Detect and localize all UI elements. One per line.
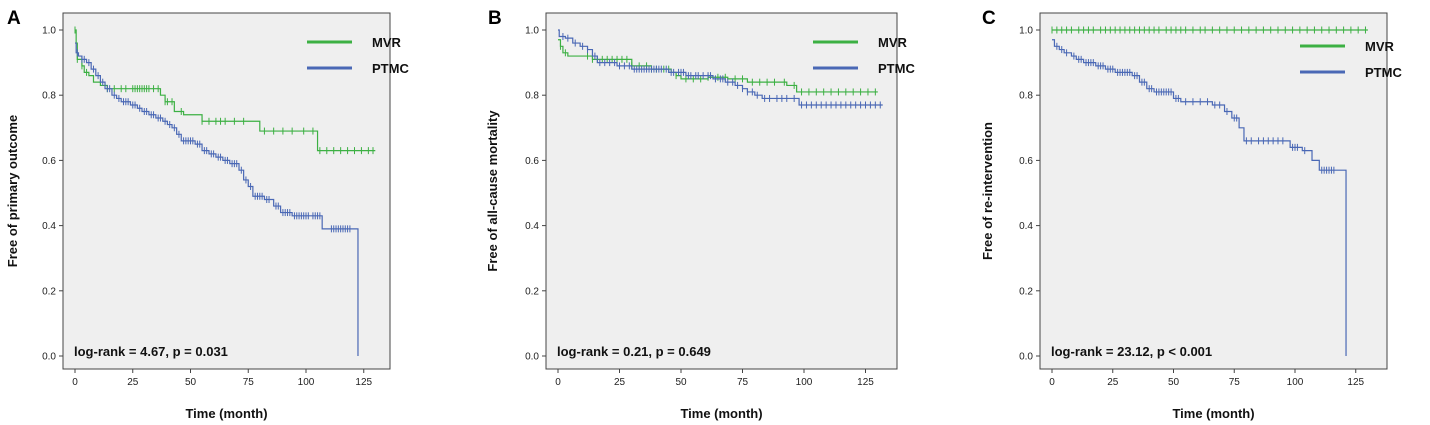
- logrank-annotation: log-rank = 4.67, p = 0.031: [74, 344, 228, 359]
- x-axis-title: Time (month): [680, 406, 762, 421]
- series-ptmc: [75, 42, 359, 356]
- y-axis-title: Free of re-intervention: [980, 122, 995, 260]
- x-tick-label: 0: [72, 377, 78, 388]
- panel-letter: A: [7, 8, 21, 29]
- legend-label-mvr: MVR: [878, 35, 908, 50]
- panel-letter: C: [982, 8, 996, 29]
- y-tick-label: 0.6: [42, 156, 56, 167]
- x-tick-label: 125: [355, 377, 372, 388]
- x-tick-label: 100: [1287, 377, 1304, 388]
- x-tick-label: 75: [243, 377, 255, 388]
- x-tick-label: 25: [614, 377, 626, 388]
- x-tick-label: 25: [1107, 377, 1119, 388]
- series-ptmc: [558, 29, 883, 109]
- y-tick-label: 0.8: [1019, 91, 1033, 102]
- panel-letter: B: [488, 8, 502, 29]
- y-axis-title: Free of all-cause mortality: [485, 110, 500, 272]
- y-tick-label: 0.4: [525, 221, 539, 232]
- legend-label-ptmc: PTMC: [372, 61, 409, 76]
- y-tick-label: 0.6: [1019, 156, 1033, 167]
- y-tick-label: 0.4: [42, 221, 56, 232]
- y-tick-label: 1.0: [525, 26, 539, 37]
- legend-label-ptmc: PTMC: [1365, 65, 1402, 80]
- y-tick-label: 0.6: [525, 156, 539, 167]
- y-tick-label: 0.0: [42, 352, 56, 363]
- panel-a: A 0.0 0.2 0.4 0.6 0.8 1.0 0 25 50 75 100 125 Time (mo…: [5, 8, 409, 421]
- x-tick-label: 25: [127, 377, 139, 388]
- y-tick-label: 0.8: [42, 91, 56, 102]
- y-tick-label: 0.2: [1019, 286, 1033, 297]
- x-tick-label: 100: [796, 377, 813, 388]
- x-tick-label: 50: [185, 377, 197, 388]
- x-tick-label: 125: [1347, 377, 1364, 388]
- panel-c: C 0.0 0.2 0.4 0.6 0.8 1.0 0 25 50 75 100 125 Time (mo…: [980, 8, 1402, 421]
- x-tick-label: 75: [1229, 377, 1241, 388]
- x-tick-label: 75: [737, 377, 749, 388]
- x-axis-title: Time (month): [1172, 406, 1254, 421]
- x-tick-label: 100: [298, 377, 315, 388]
- y-tick-label: 1.0: [42, 26, 56, 37]
- panel-b: B 0.0 0.2 0.4 0.6 0.8 1.0 0 25 50 75 100 125 Time (mo…: [485, 8, 915, 421]
- logrank-annotation: log-rank = 0.21, p = 0.649: [557, 344, 711, 359]
- series-ptmc: [1052, 39, 1347, 356]
- x-tick-label: 0: [555, 377, 561, 388]
- y-tick-label: 0.0: [525, 352, 539, 363]
- y-tick-label: 1.0: [1019, 26, 1033, 37]
- series-mvr: [1051, 26, 1368, 34]
- x-tick-label: 125: [857, 377, 874, 388]
- y-tick-label: 0.0: [1019, 352, 1033, 363]
- plot-area: [1039, 12, 1388, 370]
- y-tick-label: 0.8: [525, 91, 539, 102]
- plot-area: [62, 12, 391, 370]
- x-axis-title: Time (month): [185, 406, 267, 421]
- y-tick-label: 0.2: [42, 286, 56, 297]
- y-tick-label: 0.4: [1019, 221, 1033, 232]
- x-tick-label: 50: [1168, 377, 1180, 388]
- logrank-annotation: log-rank = 23.12, p < 0.001: [1051, 344, 1212, 359]
- y-axis-title: Free of primary outcome: [5, 115, 20, 267]
- legend-label-mvr: MVR: [1365, 39, 1395, 54]
- plot-area: [545, 12, 898, 370]
- x-tick-label: 0: [1049, 377, 1055, 388]
- x-tick-label: 50: [675, 377, 687, 388]
- legend-label-ptmc: PTMC: [878, 61, 915, 76]
- y-tick-label: 0.2: [525, 286, 539, 297]
- km-curve-ptmc: [558, 29, 883, 106]
- legend-label-mvr: MVR: [372, 35, 402, 50]
